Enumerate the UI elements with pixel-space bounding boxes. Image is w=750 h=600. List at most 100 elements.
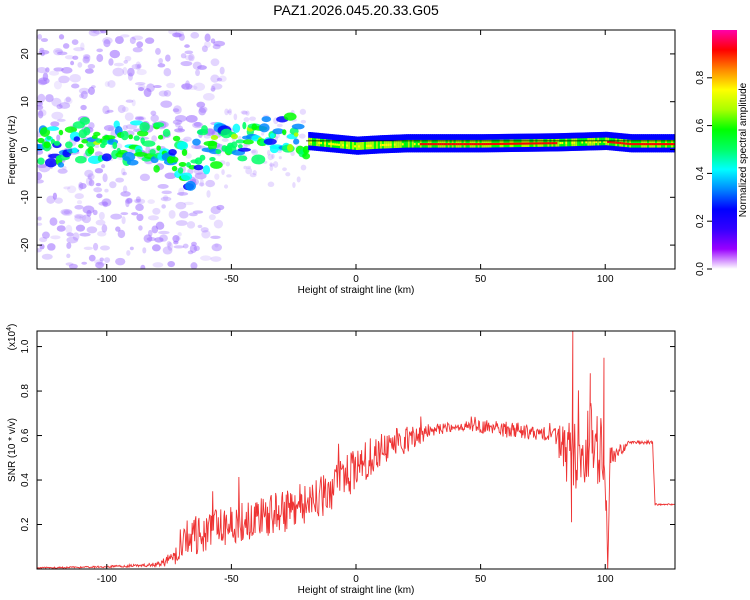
spectrogram-ridge-band (567, 138, 571, 147)
spectrogram-noise-blob (162, 195, 169, 201)
spectrogram-ridge-blob (293, 132, 299, 137)
spectrogram-ridge-blob (136, 130, 149, 137)
spectrogram-noise-blob (37, 248, 42, 253)
spectrogram-noise-blob (87, 64, 96, 69)
spectrogram-noise-blob (168, 30, 178, 35)
spectrogram-ridge-band (587, 138, 591, 146)
spectrogram-noise-blob (66, 242, 72, 249)
spectrogram-noise-blob (210, 87, 216, 92)
spectrogram-noise-blob (142, 247, 147, 254)
spectrogram-ridge-core (509, 142, 513, 145)
spectrogram-ridge-core (647, 143, 651, 146)
spectrogram-ridge-core (469, 143, 473, 146)
spectrogram-noise-blob (171, 32, 182, 38)
spectrogram-ridge-blob (302, 145, 310, 154)
spectrogram-noise-blob (183, 201, 194, 206)
spectrogram-noise-blob (78, 183, 87, 190)
spectrogram-noise-blob (93, 242, 99, 251)
spectrogram-ridge-core (503, 142, 507, 145)
spectrogram-ridge-core (324, 142, 328, 145)
spectrogram-ridge-core (513, 142, 517, 145)
colorbar-tick-label: 0.0 (695, 262, 706, 276)
spectrogram-noise-blob (125, 198, 133, 205)
spectrogram-ridge-blob (210, 161, 223, 169)
spectrogram-noise-blob (101, 164, 106, 169)
spectrogram-noise-blob (37, 66, 47, 74)
spectrogram-ridge-core (433, 143, 437, 146)
spectrogram-noise-blob (296, 176, 301, 183)
spectrogram-noise-blob (106, 109, 114, 113)
spectrogram-ridge-blob (202, 165, 211, 175)
spectrogram-ridge-core (473, 143, 477, 146)
spectrogram-ridge-core (581, 141, 585, 144)
spectrogram-noise-blob (94, 168, 104, 174)
spectrogram-ridge-core (455, 143, 459, 146)
spectrogram-noise-blob (135, 198, 146, 205)
spectrogram-noise-blob (45, 94, 54, 103)
spectrogram-noise-blob (50, 121, 60, 127)
spectrogram-noise-blob (201, 229, 211, 239)
spectrogram-noise-blob (83, 54, 91, 62)
spectrogram-ridge-core (511, 142, 515, 145)
spectrogram-noise-blob (184, 50, 194, 55)
spectrogram-noise-blob (49, 217, 58, 226)
spectrogram-ridge-blob (112, 141, 118, 150)
spectrogram-noise-blob (136, 41, 144, 48)
spectrogram-ridge-core (501, 142, 505, 145)
spectrogram-ridge-blob (46, 135, 52, 140)
spectrogram-noise-blob (104, 81, 110, 88)
spectrogram-noise-blob (267, 149, 271, 156)
spectrogram-ridge-core (585, 141, 589, 144)
spectrogram-noise-blob (144, 37, 155, 44)
spectrogram-noise-blob (150, 110, 157, 116)
figure-title: PAZ1.2026.045.20.33.G05 (273, 2, 439, 18)
spectrogram-ridge-core (519, 142, 523, 145)
spectrogram-noise-blob (52, 192, 57, 200)
spectrogram-ridge-core (641, 143, 645, 146)
spectrogram-noise-blob (164, 172, 177, 180)
spectrogram-noise-blob (175, 236, 181, 241)
spectrogram-ridge-core (357, 145, 362, 148)
colorbar-tick-label: 0.4 (695, 166, 706, 180)
spectrogram-ridge-core (477, 143, 481, 146)
spectrogram-noise-blob (166, 240, 172, 248)
spectrogram-noise-blob (37, 93, 46, 103)
spectrogram-noise-blob (192, 121, 204, 129)
spectrogram-ridge-blob (133, 135, 140, 141)
spectrogram-ridge-core (541, 142, 545, 145)
spectrogram-ridge-core (523, 142, 527, 145)
spectrogram-ridge-core (571, 141, 575, 144)
spectrogram-ridge-core (649, 143, 653, 146)
spectrogram-ridge-core (447, 143, 451, 146)
spectrogram-noise-blob (195, 69, 200, 77)
spectrogram-noise-blob (147, 215, 159, 221)
spectrogram-noise-blob (152, 207, 161, 215)
spectrogram-ridge-core (565, 141, 569, 144)
spectrogram-noise-blob (300, 119, 307, 124)
spectrogram-noise-blob (88, 122, 95, 129)
spectrogram-noise-blob (131, 35, 144, 41)
snr-plot-area[interactable] (37, 331, 675, 569)
spectrogram-noise-blob (210, 205, 221, 215)
spectrogram-ridge-core (619, 141, 623, 145)
x-tick-label: 0 (353, 574, 359, 585)
spectrogram-noise-blob (97, 262, 107, 266)
spectrogram-noise-blob (124, 55, 132, 62)
spectrogram-ridge-blob (180, 172, 193, 181)
spectrogram-ridge-core (365, 144, 370, 148)
spectrogram-noise-blob (95, 261, 104, 269)
spectrogram-ridge-core (603, 140, 607, 143)
spectrogram-noise-blob (125, 199, 130, 208)
spectrogram-noise-blob (184, 54, 194, 61)
spectrogram-noise-blob (104, 188, 109, 193)
spectrogram-noise-blob (198, 182, 205, 187)
spectrogram-noise-blob (109, 181, 117, 189)
spectrogram-noise-blob (210, 235, 221, 239)
spectrogram-noise-blob (115, 257, 126, 266)
spectrogram-noise-blob (60, 208, 73, 216)
spectrogram-noise-blob (76, 200, 83, 205)
spectrogram-noise-blob (88, 86, 95, 95)
colorbar-label: Normalized spectral amplitude (738, 82, 749, 217)
spectrogram-ridge-band (371, 141, 376, 150)
